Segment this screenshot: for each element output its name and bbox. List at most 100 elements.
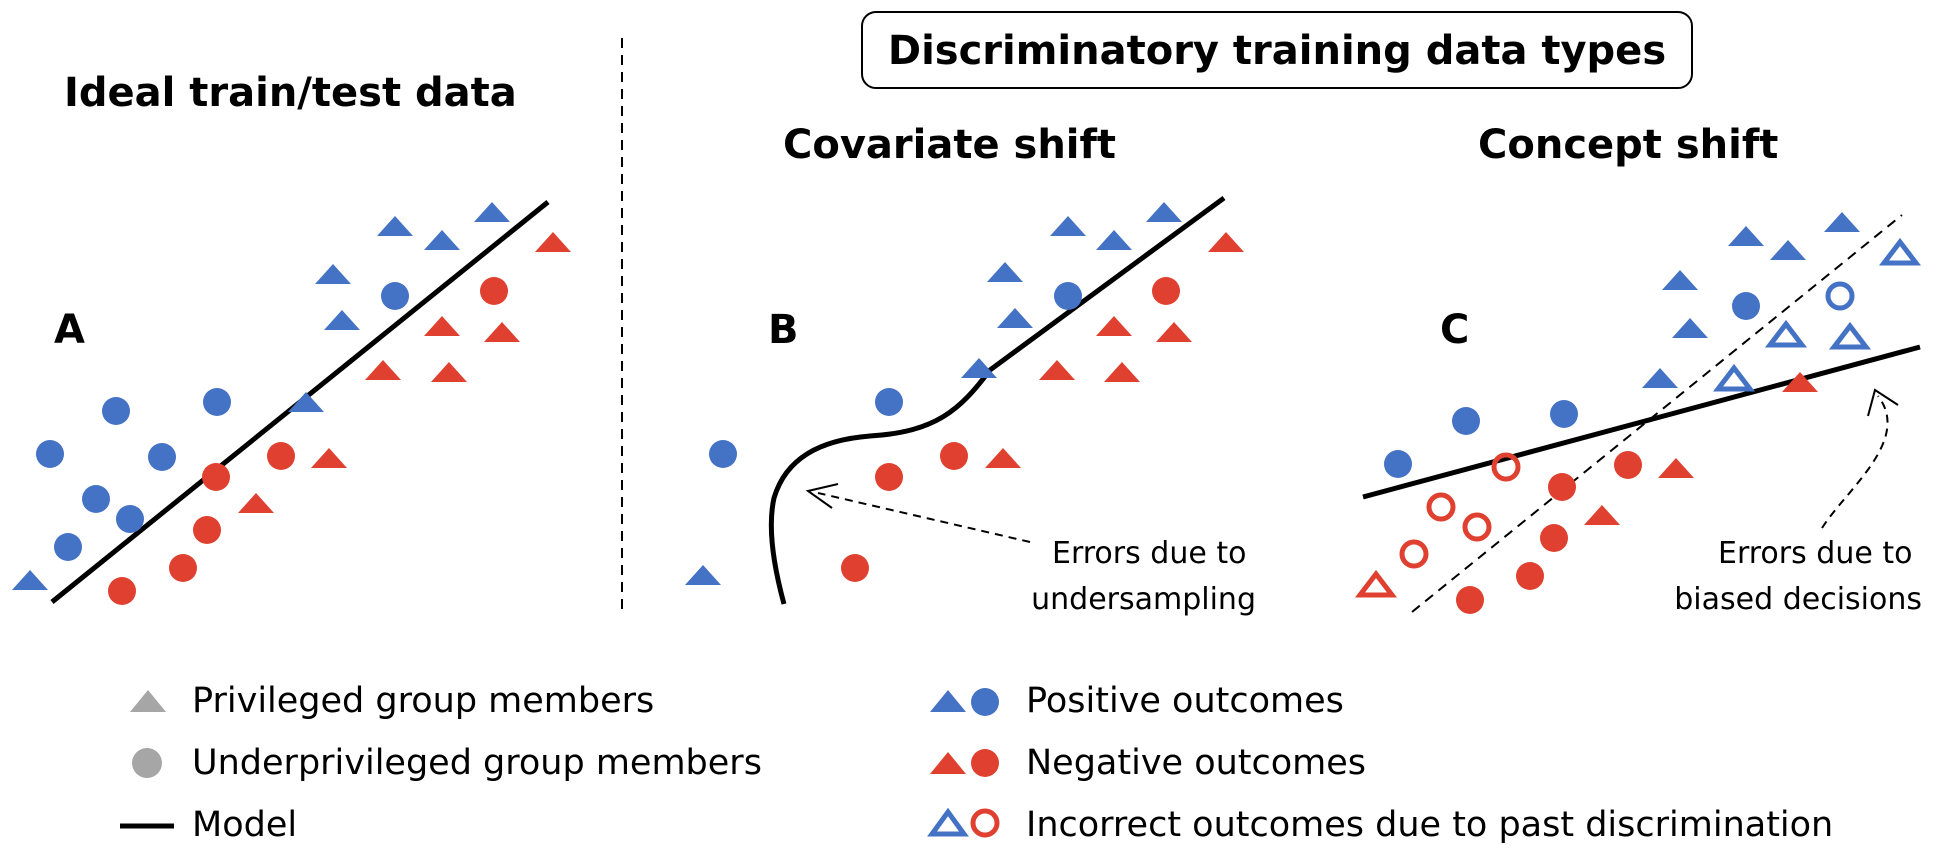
legend-right: Positive outcomes Negative outcomes Inco… — [927, 681, 1833, 845]
legend-privileged-label: Privileged group members — [192, 681, 654, 721]
marker-privileged-negative — [238, 493, 274, 513]
marker-privileged-positive — [315, 264, 351, 284]
marker-privileged-positive — [324, 310, 360, 330]
marker-underprivileged-negative — [940, 442, 968, 470]
marker-privileged-negative — [1584, 505, 1620, 525]
marker-privileged-negative — [1208, 232, 1244, 252]
marker-incorrect-underprivileged-positive — [1825, 281, 1855, 311]
marker-underprivileged-positive — [1452, 407, 1480, 435]
header-box — [861, 11, 1693, 89]
marker-underprivileged-positive — [116, 505, 144, 533]
arrowhead-icon — [805, 483, 839, 509]
marker-underprivileged-positive — [381, 282, 409, 310]
marker-incorrect-privileged-positive — [1764, 319, 1808, 348]
marker-privileged-negative — [985, 448, 1021, 468]
legend-positive-label: Positive outcomes — [1026, 681, 1344, 721]
triangle-icon — [930, 690, 966, 712]
header: Discriminatory training data types — [861, 11, 1693, 89]
marker-privileged-positive — [377, 216, 413, 236]
marker-underprivileged-positive — [1550, 400, 1578, 428]
marker-underprivileged-positive — [709, 440, 737, 468]
marker-privileged-positive — [288, 392, 324, 412]
panel-b-annotation-line-2: undersampling — [1031, 582, 1256, 617]
panel-c-markers — [1354, 212, 1922, 614]
marker-underprivileged-negative — [202, 463, 230, 491]
marker-underprivileged-positive — [54, 533, 82, 561]
marker-underprivileged-positive — [82, 485, 110, 513]
marker-incorrect-privileged-negative — [1354, 569, 1398, 598]
marker-incorrect-underprivileged-negative — [1462, 512, 1492, 542]
marker-privileged-positive — [1770, 240, 1806, 260]
marker-incorrect-privileged-positive — [1878, 237, 1922, 266]
marker-privileged-positive — [997, 308, 1033, 328]
panel-c-label: C — [1440, 307, 1469, 353]
legend-incorrect-label: Incorrect outcomes due to past discrimin… — [1026, 805, 1833, 845]
marker-privileged-negative — [365, 360, 401, 380]
marker-privileged-positive — [961, 358, 997, 378]
panel-b-model-curve — [768, 195, 1226, 605]
marker-incorrect-underprivileged-negative — [1399, 539, 1429, 569]
marker-privileged-positive — [1728, 226, 1764, 246]
panel-b-markers — [685, 202, 1244, 585]
panel-b-label: B — [768, 307, 799, 353]
marker-underprivileged-negative — [1548, 473, 1576, 501]
marker-privileged-positive — [685, 565, 721, 585]
panel-b-annotation-line-1: Errors due to — [1052, 536, 1246, 571]
marker-privileged-positive — [424, 230, 460, 250]
marker-privileged-negative — [424, 316, 460, 336]
marker-underprivileged-negative — [1152, 277, 1180, 305]
marker-privileged-negative — [1104, 362, 1140, 382]
panel-b: Errors due to undersampling — [685, 195, 1256, 617]
panel-a — [12, 200, 571, 605]
marker-underprivileged-negative — [193, 516, 221, 544]
marker-underprivileged-positive — [203, 388, 231, 416]
marker-privileged-positive — [1096, 230, 1132, 250]
marker-incorrect-privileged-positive — [1712, 363, 1756, 392]
legend-underprivileged-label: Underprivileged group members — [192, 743, 762, 783]
marker-privileged-negative — [311, 448, 347, 468]
marker-privileged-negative — [1096, 316, 1132, 336]
header-title: Discriminatory training data types — [888, 28, 1666, 74]
legend-left: Privileged group members Underprivileged… — [120, 681, 762, 845]
circle-icon — [971, 688, 999, 716]
marker-privileged-negative — [1658, 458, 1694, 478]
marker-underprivileged-positive — [1384, 450, 1412, 478]
panel-c-annotation: Errors due to biased decisions — [1674, 536, 1922, 617]
marker-privileged-negative — [1782, 372, 1818, 392]
marker-underprivileged-positive — [36, 440, 64, 468]
arrowhead-icon — [1867, 388, 1899, 417]
marker-underprivileged-positive — [102, 397, 130, 425]
panel-a-title: Ideal train/test data — [64, 70, 517, 116]
marker-privileged-positive — [1146, 202, 1182, 222]
hollow-triangle-icon — [927, 807, 969, 837]
marker-privileged-positive — [1050, 216, 1086, 236]
marker-underprivileged-negative — [480, 277, 508, 305]
panel-c-annotation-line-1: Errors due to — [1718, 536, 1912, 571]
marker-privileged-positive — [1642, 368, 1678, 388]
panel-c-original-boundary — [1411, 214, 1903, 613]
panel-b-annotation: Errors due to undersampling — [1031, 536, 1256, 617]
panel-c-model-line — [1362, 344, 1921, 500]
circle-icon — [971, 749, 999, 777]
legend-model-label: Model — [192, 805, 297, 845]
panel-c-title: Concept shift — [1478, 122, 1778, 168]
marker-privileged-positive — [987, 262, 1023, 282]
marker-privileged-positive — [1662, 270, 1698, 290]
marker-privileged-positive — [474, 202, 510, 222]
marker-incorrect-underprivileged-negative — [1491, 452, 1521, 482]
panel-b-title: Covariate shift — [783, 122, 1116, 168]
legend: Privileged group members Underprivileged… — [120, 681, 1833, 845]
panel-c-annotation-arrow — [1821, 395, 1889, 529]
marker-underprivileged-positive — [1054, 282, 1082, 310]
marker-privileged-negative — [1039, 360, 1075, 380]
marker-privileged-positive — [1672, 318, 1708, 338]
marker-privileged-positive — [12, 570, 48, 590]
marker-underprivileged-negative — [108, 577, 136, 605]
panel-a-label: A — [54, 307, 85, 353]
marker-underprivileged-negative — [1456, 586, 1484, 614]
marker-privileged-positive — [1824, 212, 1860, 232]
marker-privileged-negative — [431, 362, 467, 382]
marker-underprivileged-positive — [148, 443, 176, 471]
marker-underprivileged-negative — [267, 442, 295, 470]
